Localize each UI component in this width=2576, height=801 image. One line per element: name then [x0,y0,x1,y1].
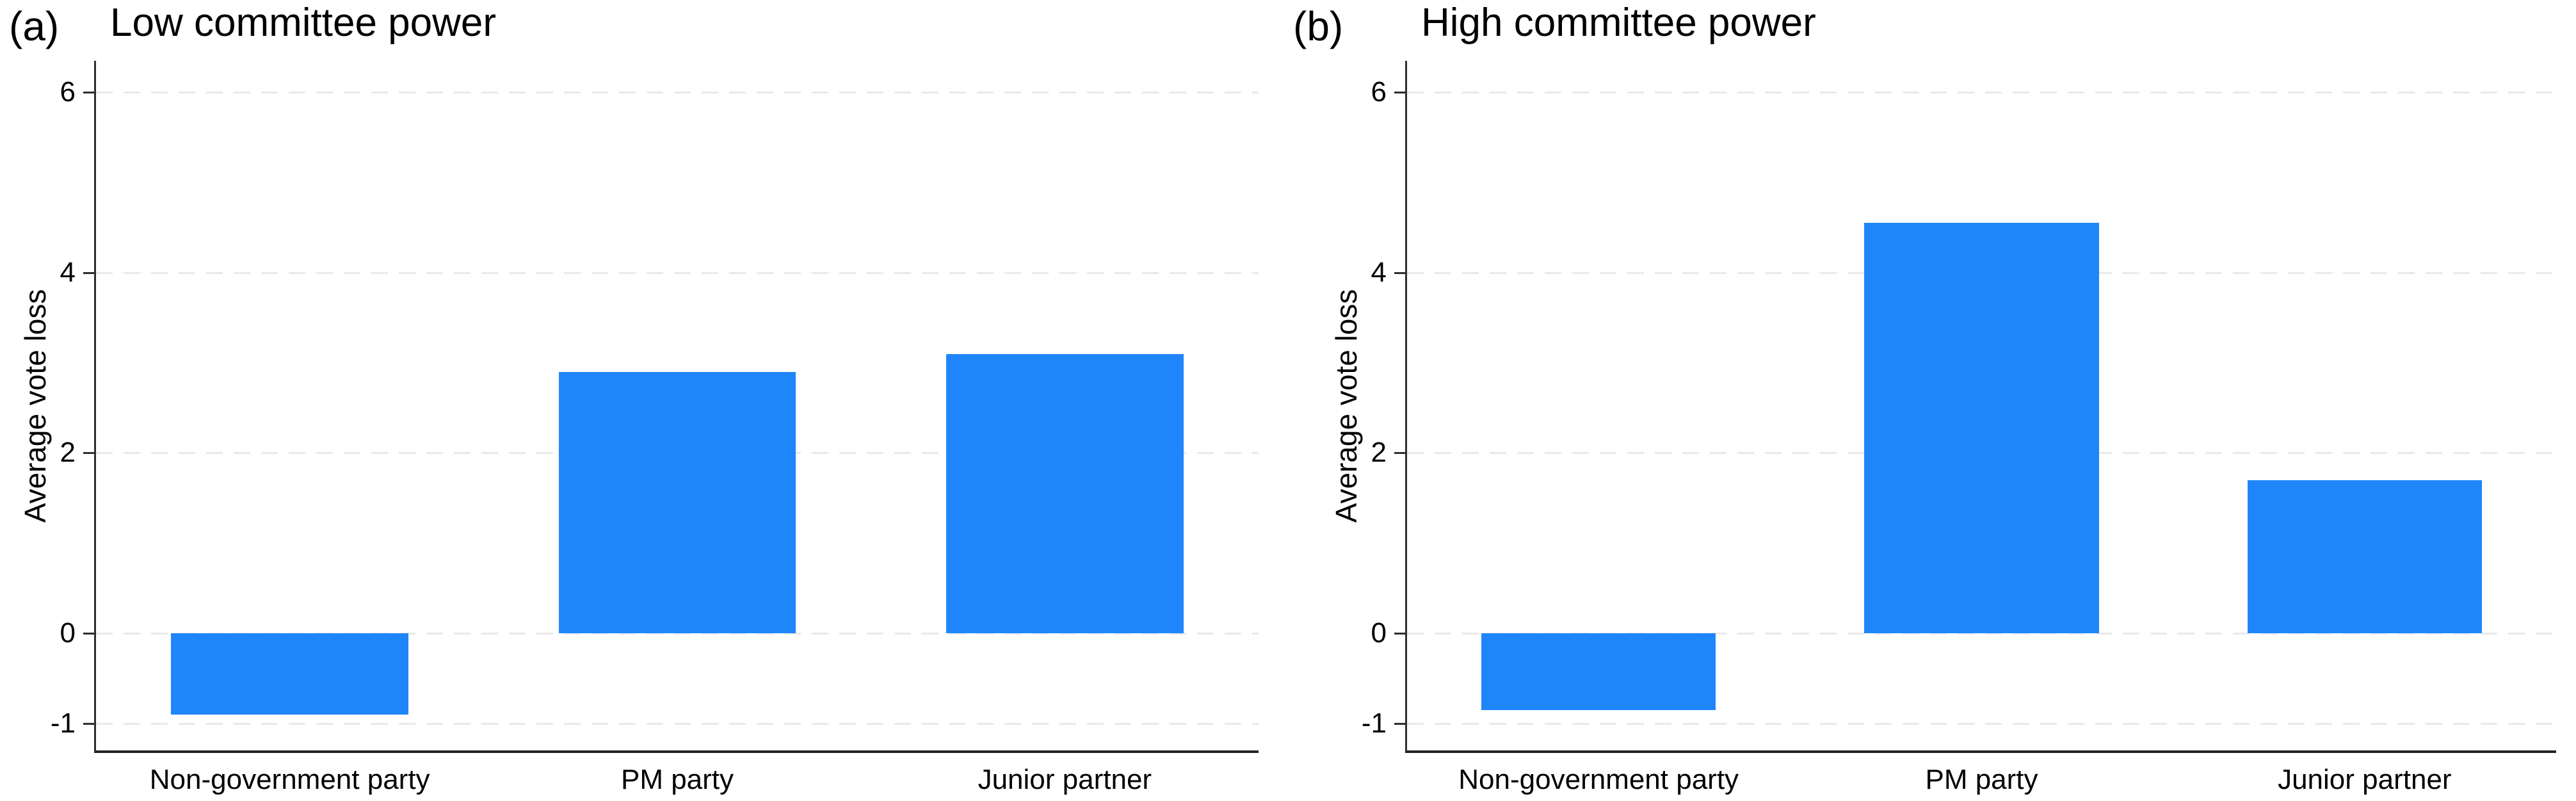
bar-junior-partner [2247,480,2482,633]
x-tick-label-non-government-party: Non-government party [1458,764,1739,795]
x-tick-label-junior-partner: Junior partner [978,764,1152,795]
x-tick-label-junior-partner: Junior partner [2278,764,2452,795]
y-tick--1 [83,722,94,725]
y-tick-label--1: -1 [50,707,76,739]
x-tick-label-pm-party: PM party [1925,764,2038,795]
y-tick-label-2: 2 [60,437,76,469]
gridline-y-6 [1407,92,2556,94]
panel-title-b: High committee power [1421,1,1816,45]
y-tick-label-2: 2 [1371,437,1387,469]
y-tick-label-4: 4 [60,256,76,288]
panel-a: (a) Low committee power Average vote los… [9,1,1259,795]
bar-non-government-party [171,633,408,715]
y-tick-2 [1394,452,1405,455]
plot-area-b: Average vote loss -1 0 2 4 6 Non-government p… [1330,61,2556,795]
panel-title-a: Low committee power [110,1,497,45]
plot-area-a: Average vote loss -1 0 2 4 6 Non-government p… [19,61,1259,795]
y-tick-6 [1394,92,1405,94]
x-tick-label-pm-party: PM party [620,764,734,795]
bar-junior-partner [946,353,1184,633]
gridline-y-6 [96,92,1259,94]
gridline-y--1 [96,722,1259,725]
y-tick-label-6: 6 [1371,76,1387,108]
y-tick-label-0: 0 [1371,617,1387,649]
bar-pm-party [1864,223,2099,633]
y-tick-0 [1394,632,1405,635]
gridline-y-4 [96,271,1259,274]
panel-b: (b) High committee power Average vote lo… [1288,0,2576,801]
y-tick-4 [1394,271,1405,274]
panel-letter-b: (b) [1293,3,1344,49]
bar-pm-party [558,371,796,633]
y-axis-title-a: Average vote loss [19,289,52,522]
bar-non-government-party [1481,633,1716,710]
y-tick-label--1: -1 [1361,707,1387,739]
y-tick-label-4: 4 [1371,256,1387,288]
panel-letter-a: (a) [9,3,60,49]
y-tick-label-0: 0 [60,617,76,649]
y-tick-6 [83,92,94,94]
y-tick-0 [83,632,94,635]
gridline-y-0 [96,632,1259,635]
gridline-y--1 [1407,722,2556,725]
y-axis-title-b: Average vote loss [1330,289,1363,522]
y-tick-label-6: 6 [60,76,76,108]
y-tick--1 [1394,722,1405,725]
y-tick-2 [83,452,94,455]
y-tick-4 [83,271,94,274]
x-tick-label-non-government-party: Non-government party [149,764,430,795]
gridline-y-0 [1407,632,2556,635]
